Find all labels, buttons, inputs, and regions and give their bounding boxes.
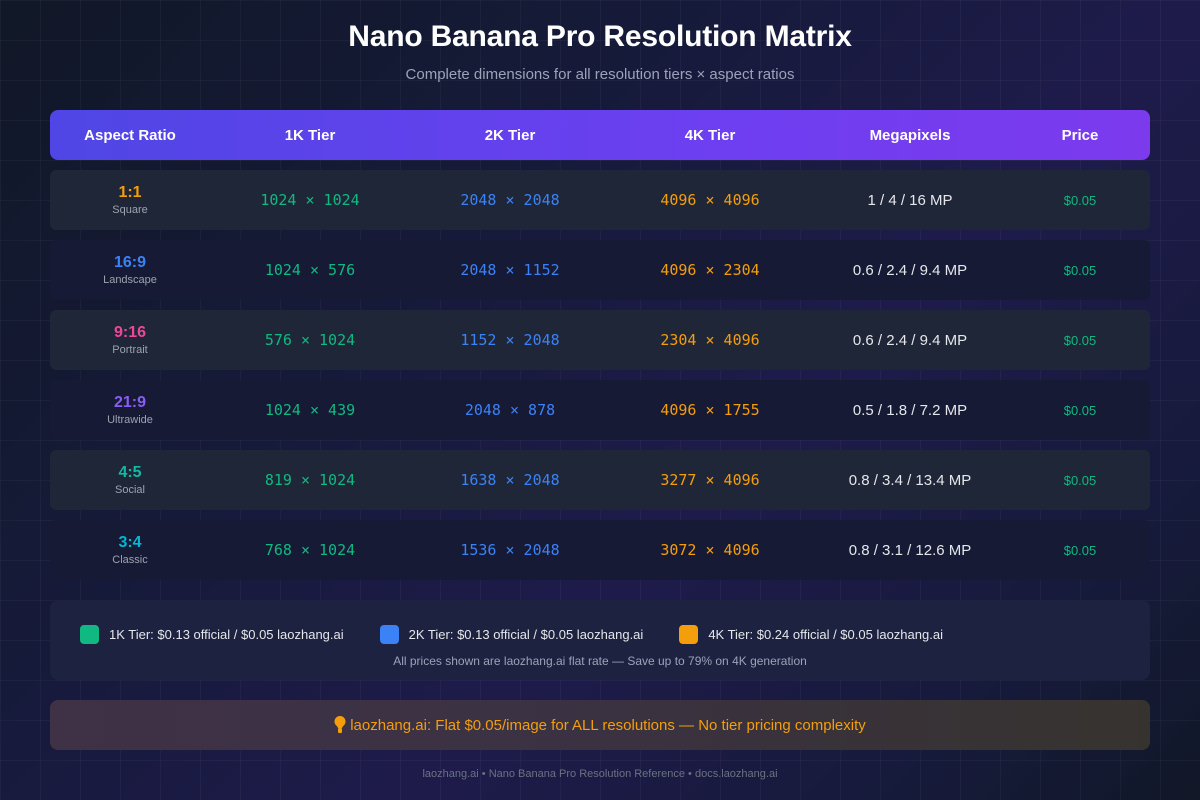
tier-1k-cell: 819 × 1024 bbox=[264, 471, 356, 489]
tier-2k-cell: 1536 × 2048 bbox=[460, 541, 560, 559]
page-title: Nano Banana Pro Resolution Matrix bbox=[348, 20, 852, 53]
tier-4k-cell: 4096 × 2304 bbox=[660, 261, 760, 279]
legend-panel: 1K Tier: $0.13 official / $0.05 laozhang… bbox=[50, 600, 1150, 680]
tier-4k-cell: 4096 × 1755 bbox=[660, 401, 760, 419]
megapixels-cell: 0.5 / 1.8 / 7.2 MP bbox=[852, 401, 968, 419]
promo-banner: laozhang.ai: Flat $0.05/image for ALL re… bbox=[50, 700, 1150, 750]
banner-text: laozhang.ai: Flat $0.05/image for ALL re… bbox=[350, 716, 866, 734]
tier-1k-cell: 1024 × 439 bbox=[264, 401, 356, 419]
aspect-ratio-label: Social bbox=[115, 483, 145, 496]
footer-text: laozhang.ai • Nano Banana Pro Resolution… bbox=[422, 768, 778, 780]
price-cell: $0.05 bbox=[1063, 402, 1097, 418]
aspect-ratio-cell: 21:9 Ultrawide bbox=[50, 393, 210, 426]
table-row: 9:16 Portrait 576 × 1024 1152 × 2048 2304 × … bbox=[50, 310, 1150, 370]
legend-item-4k: 4K Tier: $0.24 official / $0.05 laozhang… bbox=[679, 625, 943, 644]
tier-4k-cell: 3072 × 4096 bbox=[660, 541, 760, 559]
table-row: 21:9 Ultrawide 1024 × 439 2048 × 878 4096 × … bbox=[50, 380, 1150, 440]
tier-1k-cell: 768 × 1024 bbox=[264, 541, 356, 559]
price-cell: $0.05 bbox=[1063, 332, 1097, 348]
tier-2k-cell: 2048 × 1152 bbox=[460, 261, 560, 279]
table-row: 1:1 Square 1024 × 1024 2048 × 2048 4096 × 40… bbox=[50, 170, 1150, 230]
megapixels-cell: 0.6 / 2.4 / 9.4 MP bbox=[852, 331, 968, 349]
table-header: Aspect Ratio 1K Tier 2K Tier 4K Tier Meg… bbox=[50, 110, 1150, 160]
legend-items: 1K Tier: $0.13 official / $0.05 laozhang… bbox=[80, 625, 943, 644]
tier-2k-cell: 2048 × 878 bbox=[464, 401, 556, 419]
megapixels-cell: 0.8 / 3.1 / 12.6 MP bbox=[848, 541, 972, 559]
table-row: 4:5 Social 819 × 1024 1638 × 2048 3277 × 409… bbox=[50, 450, 1150, 510]
table-row: 3:4 Classic 768 × 1024 1536 × 2048 3072 × 40… bbox=[50, 520, 1150, 580]
tier-2k-cell: 1152 × 2048 bbox=[460, 331, 560, 349]
column-header-4k-tier: 4K Tier bbox=[684, 126, 736, 144]
tier-1k-cell: 1024 × 576 bbox=[264, 261, 356, 279]
tier-1k-cell: 576 × 1024 bbox=[264, 331, 356, 349]
aspect-ratio-cell: 9:16 Portrait bbox=[50, 323, 210, 356]
price-cell: $0.05 bbox=[1063, 542, 1097, 558]
column-header-1k-tier: 1K Tier bbox=[284, 126, 336, 144]
tier-4k-cell: 4096 × 4096 bbox=[660, 191, 760, 209]
price-cell: $0.05 bbox=[1063, 262, 1097, 278]
aspect-ratio-label: Square bbox=[112, 203, 148, 216]
aspect-ratio-label: Classic bbox=[112, 553, 148, 566]
aspect-ratio-label: Ultrawide bbox=[107, 413, 153, 426]
aspect-ratio-value: 1:1 bbox=[118, 183, 142, 201]
legend-item-1k: 1K Tier: $0.13 official / $0.05 laozhang… bbox=[80, 625, 344, 644]
swatch-1k-icon bbox=[80, 625, 99, 644]
lightbulb-icon bbox=[334, 716, 346, 733]
aspect-ratio-label: Landscape bbox=[103, 273, 157, 286]
column-header-megapixels: Megapixels bbox=[869, 126, 951, 144]
aspect-ratio-cell: 4:5 Social bbox=[50, 463, 210, 496]
column-header-2k-tier: 2K Tier bbox=[484, 126, 536, 144]
legend-note: All prices shown are laozhang.ai flat ra… bbox=[393, 654, 807, 668]
tier-2k-cell: 2048 × 2048 bbox=[460, 191, 560, 209]
aspect-ratio-value: 4:5 bbox=[118, 463, 142, 481]
aspect-ratio-value: 3:4 bbox=[118, 533, 142, 551]
legend-item-2k: 2K Tier: $0.13 official / $0.05 laozhang… bbox=[379, 625, 644, 644]
swatch-2k-icon bbox=[379, 625, 399, 644]
tier-1k-cell: 1024 × 1024 bbox=[260, 191, 360, 209]
tier-2k-cell: 1638 × 2048 bbox=[460, 471, 560, 489]
aspect-ratio-value: 16:9 bbox=[113, 253, 147, 271]
legend-label-4k: 4K Tier: $0.24 official / $0.05 laozhang… bbox=[708, 627, 943, 642]
tier-4k-cell: 2304 × 4096 bbox=[660, 331, 760, 349]
swatch-4k-icon bbox=[679, 625, 699, 644]
megapixels-cell: 1 / 4 / 16 MP bbox=[867, 191, 953, 209]
aspect-ratio-cell: 1:1 Square bbox=[50, 183, 210, 216]
megapixels-cell: 0.8 / 3.4 / 13.4 MP bbox=[848, 471, 972, 489]
column-header-aspect-ratio: Aspect Ratio bbox=[84, 126, 176, 144]
table-row: 16:9 Landscape 1024 × 576 2048 × 1152 4096 ×… bbox=[50, 240, 1150, 300]
megapixels-cell: 0.6 / 2.4 / 9.4 MP bbox=[852, 261, 968, 279]
aspect-ratio-cell: 16:9 Landscape bbox=[50, 253, 210, 286]
column-header-price: Price bbox=[1061, 126, 1099, 144]
price-cell: $0.05 bbox=[1063, 192, 1097, 208]
tier-4k-cell: 3277 × 4096 bbox=[660, 471, 760, 489]
price-cell: $0.05 bbox=[1063, 472, 1097, 488]
page-subtitle: Complete dimensions for all resolution t… bbox=[405, 66, 795, 83]
aspect-ratio-value: 9:16 bbox=[113, 323, 147, 341]
aspect-ratio-cell: 3:4 Classic bbox=[50, 533, 210, 566]
legend-label-2k: 2K Tier: $0.13 official / $0.05 laozhang… bbox=[408, 627, 644, 642]
legend-label-1k: 1K Tier: $0.13 official / $0.05 laozhang… bbox=[109, 627, 344, 642]
aspect-ratio-label: Portrait bbox=[112, 343, 148, 356]
aspect-ratio-value: 21:9 bbox=[113, 393, 147, 411]
